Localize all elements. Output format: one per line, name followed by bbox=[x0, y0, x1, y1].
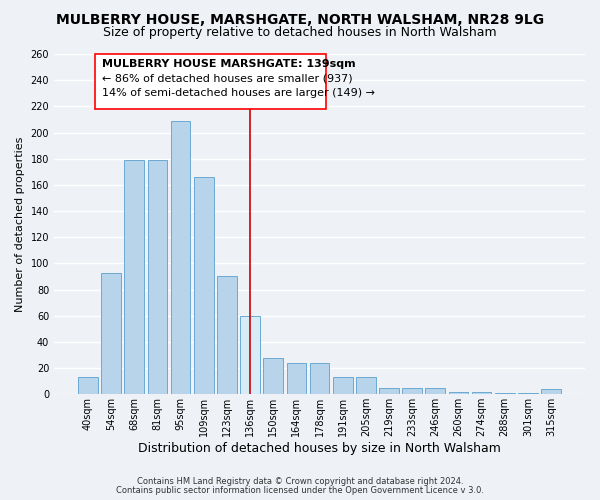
Bar bbox=[379, 388, 399, 394]
Bar bbox=[124, 160, 144, 394]
Bar bbox=[402, 388, 422, 394]
Bar bbox=[310, 363, 329, 394]
Bar bbox=[287, 363, 306, 394]
Text: Contains HM Land Registry data © Crown copyright and database right 2024.: Contains HM Land Registry data © Crown c… bbox=[137, 477, 463, 486]
FancyBboxPatch shape bbox=[95, 54, 326, 109]
Bar bbox=[148, 160, 167, 394]
Bar bbox=[449, 392, 468, 394]
Bar bbox=[425, 388, 445, 394]
X-axis label: Distribution of detached houses by size in North Walsham: Distribution of detached houses by size … bbox=[138, 442, 501, 455]
Bar bbox=[518, 393, 538, 394]
Y-axis label: Number of detached properties: Number of detached properties bbox=[15, 136, 25, 312]
Bar bbox=[541, 389, 561, 394]
Bar bbox=[240, 316, 260, 394]
Bar bbox=[263, 358, 283, 395]
Bar bbox=[356, 378, 376, 394]
Bar bbox=[78, 378, 98, 394]
Text: Contains public sector information licensed under the Open Government Licence v : Contains public sector information licen… bbox=[116, 486, 484, 495]
Bar bbox=[217, 276, 237, 394]
Text: MULBERRY HOUSE MARSHGATE: 139sqm: MULBERRY HOUSE MARSHGATE: 139sqm bbox=[102, 59, 356, 69]
Text: Size of property relative to detached houses in North Walsham: Size of property relative to detached ho… bbox=[103, 26, 497, 39]
Text: ← 86% of detached houses are smaller (937): ← 86% of detached houses are smaller (93… bbox=[102, 74, 353, 84]
Bar bbox=[495, 393, 515, 394]
Bar bbox=[194, 177, 214, 394]
Text: MULBERRY HOUSE, MARSHGATE, NORTH WALSHAM, NR28 9LG: MULBERRY HOUSE, MARSHGATE, NORTH WALSHAM… bbox=[56, 12, 544, 26]
Bar bbox=[472, 392, 491, 394]
Bar bbox=[101, 272, 121, 394]
Bar bbox=[333, 378, 353, 394]
Bar bbox=[171, 120, 190, 394]
Text: 14% of semi-detached houses are larger (149) →: 14% of semi-detached houses are larger (… bbox=[102, 88, 375, 98]
